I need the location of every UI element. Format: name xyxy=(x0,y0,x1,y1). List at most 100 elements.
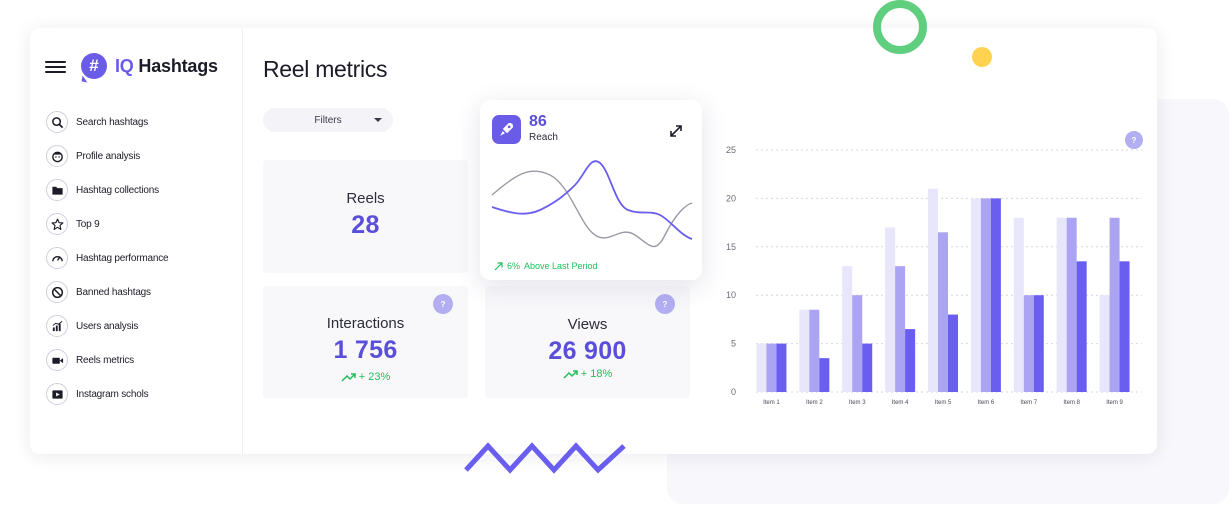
bar xyxy=(799,309,810,392)
sidebar-item-hashtag-performance[interactable]: Hashtag performance xyxy=(46,241,169,275)
views-value: 26 900 xyxy=(548,337,627,365)
x-tick-label: Item 1 xyxy=(763,400,780,406)
sidebar-item-profile-analysis[interactable]: Profile analysis xyxy=(46,139,168,173)
bar xyxy=(905,329,916,392)
bar xyxy=(938,232,948,392)
hamburger-menu-icon[interactable] xyxy=(45,61,66,75)
bar xyxy=(766,343,777,392)
chart-icon xyxy=(46,315,68,337)
help-icon[interactable]: ? xyxy=(655,294,675,314)
bar xyxy=(756,343,767,392)
decorative-zigzag xyxy=(464,442,626,474)
bar xyxy=(990,198,1001,392)
sidebar-item-label: Search hashtags xyxy=(76,116,149,128)
sidebar-item-label: Users analysis xyxy=(76,320,139,332)
reels-value: 28 xyxy=(351,211,380,239)
x-tick-label: Item 8 xyxy=(1063,400,1080,406)
x-tick-label: Item 4 xyxy=(892,400,909,406)
interactions-tile: Interactions 1 756 + 23% ? xyxy=(263,286,468,398)
bar xyxy=(776,343,787,392)
sidebar-item-top-9[interactable]: Top 9 xyxy=(46,207,168,241)
bar xyxy=(1023,295,1034,392)
reach-label: Reach xyxy=(529,132,558,143)
y-tick-label: 0 xyxy=(731,387,736,397)
bar xyxy=(1013,217,1024,392)
trend-up-icon xyxy=(563,370,578,379)
bar xyxy=(842,266,853,392)
brand-name: IQ Hashtags xyxy=(115,56,218,77)
bar xyxy=(895,266,906,392)
reach-line-purple xyxy=(491,160,693,240)
video-icon xyxy=(46,349,68,371)
sidebar-item-banned-hashtags[interactable]: Banned hashtags xyxy=(46,275,168,309)
star-icon xyxy=(46,213,68,235)
help-icon[interactable]: ? xyxy=(433,294,453,314)
x-tick-label: Item 9 xyxy=(1106,400,1123,406)
face-icon xyxy=(46,145,68,167)
folder-icon xyxy=(46,179,68,201)
decorative-dot xyxy=(972,47,992,67)
bar xyxy=(1119,261,1130,392)
bar xyxy=(928,188,938,392)
bar-chart: 0 5 10 15 20 25 Item 1 Item 2 Item 3 Item 4 Item 5… xyxy=(726,145,1142,406)
chart-help-icon[interactable]: ? xyxy=(1125,131,1143,149)
filters-dropdown[interactable]: Filters xyxy=(263,108,393,132)
bar xyxy=(885,227,896,392)
gauge-icon xyxy=(46,247,68,269)
reach-trend-value: 6% xyxy=(507,261,521,271)
reach-trend: 6% Above Last Period xyxy=(494,261,598,271)
views-trend: + 18% xyxy=(485,368,690,380)
ban-icon xyxy=(46,281,68,303)
interactions-trend-value: + 23% xyxy=(358,371,391,383)
reach-line-gray xyxy=(491,170,693,248)
chevron-down-icon xyxy=(374,118,382,122)
brand-prefix: IQ xyxy=(115,55,134,76)
bar xyxy=(1076,261,1087,392)
bar xyxy=(948,314,958,392)
search-icon xyxy=(46,111,68,133)
filters-label: Filters xyxy=(314,114,342,126)
bar xyxy=(862,343,873,392)
y-tick-label: 20 xyxy=(726,193,736,203)
y-tick-label: 25 xyxy=(726,145,736,155)
interactions-value: 1 756 xyxy=(333,336,398,364)
sidebar-item-search-hashtags[interactable]: Search hashtags xyxy=(46,105,168,139)
sidebar-item-label: Profile analysis xyxy=(76,150,141,162)
bar xyxy=(819,358,830,392)
reach-sparkline xyxy=(491,160,693,248)
y-tick-label: 15 xyxy=(726,242,736,252)
x-tick-label: Item 7 xyxy=(1020,400,1037,406)
play-icon xyxy=(46,383,68,405)
sidebar-item-reels-metrics[interactable]: Reels metrics xyxy=(46,343,168,377)
views-trend-value: + 18% xyxy=(580,368,613,380)
decorative-ring xyxy=(873,0,927,54)
logo[interactable]: # IQ Hashtags xyxy=(81,53,218,79)
bar xyxy=(980,198,991,392)
x-tick-label: Item 5 xyxy=(935,400,952,406)
logo-mark: # xyxy=(81,53,107,79)
reach-trend-text: Above Last Period xyxy=(524,261,598,271)
bar xyxy=(1099,295,1110,392)
bar xyxy=(1109,217,1120,392)
y-tick-label: 10 xyxy=(726,290,736,300)
sidebar: # IQ Hashtags Search hashtags Profile an… xyxy=(30,28,243,454)
x-tick-label: Item 3 xyxy=(849,400,866,406)
bar xyxy=(809,309,820,392)
interactions-trend: + 23% xyxy=(263,371,468,383)
views-tile: Views 26 900 + 18% ? xyxy=(485,286,690,398)
reels-label: Reels xyxy=(346,190,385,207)
sidebar-item-hashtag-collections[interactable]: Hashtag collections xyxy=(46,173,168,207)
expand-icon[interactable] xyxy=(668,123,684,139)
bar xyxy=(1056,217,1067,392)
bar xyxy=(1033,295,1044,392)
brand-word: Hashtags xyxy=(138,55,218,76)
sidebar-item-instagram-schols[interactable]: Instagram schols xyxy=(46,377,168,411)
bar xyxy=(1066,217,1077,392)
sidebar-item-users-analysis[interactable]: Users analysis xyxy=(46,309,168,343)
trend-up-icon xyxy=(341,373,356,382)
sidebar-item-label: Hashtag performance xyxy=(76,252,169,264)
page-title: Reel metrics xyxy=(263,56,388,82)
rocket-icon xyxy=(492,115,521,144)
x-tick-label: Item 6 xyxy=(978,400,995,406)
